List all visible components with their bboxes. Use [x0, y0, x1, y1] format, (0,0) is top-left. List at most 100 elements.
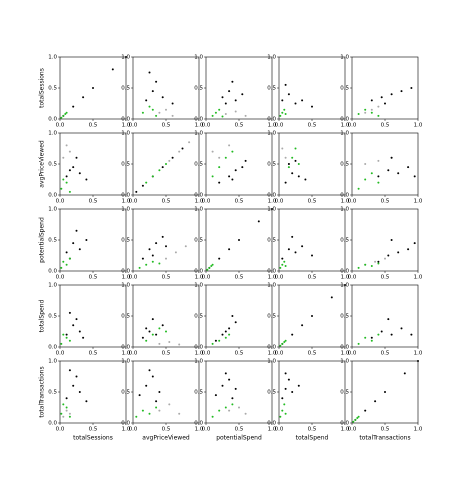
y-tick-label: 0.0: [267, 269, 276, 275]
x-axis-label: avgPriceViewed: [142, 435, 190, 442]
x-tick-label: 0.0: [56, 351, 65, 357]
point: [148, 71, 151, 74]
point: [384, 391, 386, 393]
point: [165, 257, 167, 260]
y-tick-label: 1.0: [194, 207, 203, 213]
y-tick-label: 0.0: [267, 421, 276, 427]
point: [145, 327, 148, 330]
point: [158, 262, 161, 265]
y-tick-label: 0.5: [194, 238, 203, 244]
point: [377, 262, 380, 265]
point: [244, 159, 247, 162]
y-tick-label: 0.0: [48, 421, 57, 427]
point: [244, 412, 247, 415]
point: [165, 330, 167, 333]
x-tick-label: 1.0: [195, 199, 204, 205]
point: [68, 150, 71, 153]
point: [364, 263, 367, 266]
point: [141, 409, 144, 412]
point: [271, 208, 273, 210]
point: [151, 254, 154, 257]
x-tick-label: 0.0: [348, 199, 357, 205]
point: [287, 378, 290, 381]
point: [228, 327, 231, 330]
point: [92, 87, 94, 89]
point: [211, 263, 214, 266]
y-tick-label: 1.0: [121, 55, 130, 61]
y-tick-label: 1.0: [267, 207, 276, 213]
point: [287, 93, 290, 96]
point: [228, 378, 231, 381]
point: [161, 235, 164, 238]
point: [72, 242, 75, 245]
x-tick-label: 0.0: [275, 351, 284, 357]
point: [65, 251, 68, 254]
point: [218, 257, 221, 260]
x-axis-label: totalTransactions: [359, 435, 410, 442]
y-tick-label: 0.5: [267, 86, 276, 92]
point: [85, 239, 88, 241]
point: [218, 409, 221, 412]
point: [161, 96, 164, 99]
point: [294, 159, 297, 162]
y-tick-label: 1.0: [121, 131, 130, 137]
x-tick-label: 1.0: [195, 427, 204, 433]
x-tick-label: 0.5: [89, 427, 98, 433]
point: [68, 339, 71, 342]
point: [145, 99, 148, 102]
point: [221, 96, 224, 99]
point: [181, 147, 184, 150]
y-tick-label: 1.0: [121, 359, 130, 365]
point: [145, 339, 148, 342]
point: [284, 339, 287, 342]
point: [241, 93, 244, 96]
x-tick-label: 0.5: [162, 123, 171, 129]
point: [65, 144, 68, 147]
point: [279, 114, 282, 117]
x-tick-label: 1.0: [341, 275, 350, 281]
point: [287, 163, 290, 165]
point: [403, 372, 406, 375]
point: [65, 175, 68, 178]
y-tick-label: 0.5: [48, 162, 57, 168]
y-tick-label: 1.0: [340, 283, 349, 289]
point: [301, 99, 304, 102]
point: [281, 409, 284, 412]
point: [370, 339, 373, 342]
point: [65, 181, 68, 184]
point: [68, 369, 71, 372]
point: [281, 111, 284, 114]
point: [330, 296, 333, 299]
point: [354, 418, 357, 421]
point: [68, 169, 71, 172]
point: [155, 242, 158, 245]
x-tick-label: 0.0: [56, 123, 65, 129]
panel-frame: [351, 208, 419, 272]
x-tick-label: 1.0: [414, 351, 423, 357]
y-tick-label: 1.0: [48, 131, 57, 137]
point: [377, 114, 380, 117]
point: [75, 375, 78, 378]
panel-frame: [132, 360, 200, 424]
x-tick-label: 1.0: [122, 199, 131, 205]
point: [281, 397, 284, 400]
x-tick-label: 0.5: [235, 199, 244, 205]
x-tick-label: 0.0: [202, 123, 211, 129]
point: [370, 172, 373, 175]
point: [155, 80, 158, 83]
x-tick-label: 1.0: [414, 199, 423, 205]
y-tick-label: 1.0: [48, 359, 57, 365]
point: [221, 384, 224, 387]
x-axis-label: totalSessions: [73, 435, 113, 442]
y-tick-label: 0.0: [121, 345, 130, 351]
panel-frame: [351, 56, 419, 120]
y-tick-label: 0.0: [267, 117, 276, 123]
point: [75, 156, 78, 159]
x-tick-label: 1.0: [195, 123, 204, 129]
point: [294, 102, 297, 105]
point: [60, 342, 63, 345]
point: [311, 315, 313, 317]
point: [294, 251, 297, 254]
point: [178, 150, 181, 153]
x-tick-label: 0.5: [162, 199, 171, 205]
